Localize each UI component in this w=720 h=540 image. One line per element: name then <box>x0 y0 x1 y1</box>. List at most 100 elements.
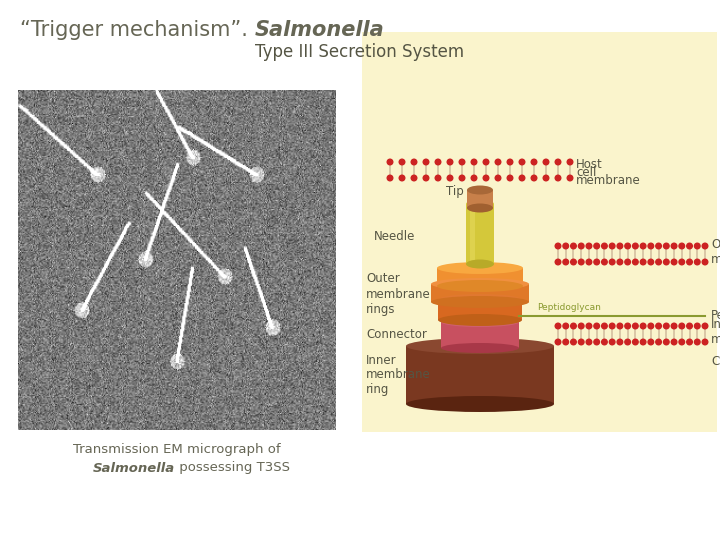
Text: membrane: membrane <box>576 174 641 187</box>
Circle shape <box>459 159 465 165</box>
Bar <box>467 190 493 208</box>
Circle shape <box>563 243 569 249</box>
Circle shape <box>399 159 405 165</box>
Circle shape <box>664 323 669 329</box>
Ellipse shape <box>431 296 529 308</box>
Circle shape <box>563 323 569 329</box>
Bar <box>466 204 494 264</box>
Circle shape <box>555 259 561 265</box>
Text: Tip: Tip <box>446 185 464 198</box>
Bar <box>441 322 519 348</box>
Circle shape <box>679 259 685 265</box>
Circle shape <box>640 243 646 249</box>
Circle shape <box>543 159 549 165</box>
Circle shape <box>578 243 584 249</box>
Circle shape <box>702 243 708 249</box>
Circle shape <box>555 243 561 249</box>
Circle shape <box>648 259 654 265</box>
Circle shape <box>578 339 584 345</box>
Circle shape <box>483 175 489 181</box>
Circle shape <box>594 259 600 265</box>
Circle shape <box>586 323 592 329</box>
Circle shape <box>695 339 700 345</box>
Circle shape <box>602 243 607 249</box>
Circle shape <box>679 243 685 249</box>
Circle shape <box>633 323 638 329</box>
Ellipse shape <box>438 314 522 326</box>
Circle shape <box>687 259 693 265</box>
Ellipse shape <box>467 186 493 194</box>
Circle shape <box>399 175 405 181</box>
Circle shape <box>671 243 677 249</box>
Text: Salmonella: Salmonella <box>255 20 384 40</box>
Circle shape <box>563 339 569 345</box>
Circle shape <box>702 259 708 265</box>
Ellipse shape <box>466 199 494 208</box>
Circle shape <box>648 243 654 249</box>
Text: possessing T3SS: possessing T3SS <box>175 462 290 475</box>
Circle shape <box>625 339 631 345</box>
Circle shape <box>387 175 393 181</box>
Circle shape <box>483 159 489 165</box>
Bar <box>470 204 475 264</box>
Text: Needle: Needle <box>374 231 415 244</box>
Circle shape <box>602 259 607 265</box>
Circle shape <box>664 243 669 249</box>
Circle shape <box>531 175 537 181</box>
Circle shape <box>459 175 465 181</box>
Circle shape <box>531 159 537 165</box>
Circle shape <box>702 323 708 329</box>
Circle shape <box>640 323 646 329</box>
Circle shape <box>571 323 576 329</box>
Circle shape <box>495 175 501 181</box>
Circle shape <box>687 339 693 345</box>
Ellipse shape <box>437 262 523 274</box>
Circle shape <box>664 259 669 265</box>
Circle shape <box>447 159 453 165</box>
Circle shape <box>471 175 477 181</box>
Circle shape <box>633 259 638 265</box>
Circle shape <box>671 259 677 265</box>
Circle shape <box>656 243 662 249</box>
Circle shape <box>495 159 501 165</box>
Ellipse shape <box>441 343 519 353</box>
Circle shape <box>671 339 677 345</box>
Circle shape <box>447 175 453 181</box>
Text: Outer
membrane
rings: Outer membrane rings <box>366 273 431 315</box>
Bar <box>406 346 554 404</box>
Circle shape <box>555 175 561 181</box>
Circle shape <box>687 323 693 329</box>
Circle shape <box>602 323 607 329</box>
Circle shape <box>567 159 573 165</box>
Text: cell: cell <box>576 166 596 179</box>
Circle shape <box>633 339 638 345</box>
Circle shape <box>435 175 441 181</box>
Ellipse shape <box>466 260 494 268</box>
Circle shape <box>625 259 631 265</box>
Circle shape <box>648 323 654 329</box>
Circle shape <box>679 323 685 329</box>
Circle shape <box>609 243 615 249</box>
Circle shape <box>411 175 417 181</box>
Circle shape <box>687 243 693 249</box>
Circle shape <box>519 175 525 181</box>
Circle shape <box>586 259 592 265</box>
Circle shape <box>664 339 669 345</box>
Text: Inner
membrane
ring: Inner membrane ring <box>366 354 431 396</box>
Circle shape <box>555 159 561 165</box>
Circle shape <box>702 339 708 345</box>
Circle shape <box>387 159 393 165</box>
Circle shape <box>594 323 600 329</box>
Text: Inner
membrane: Inner membrane <box>711 318 720 346</box>
Circle shape <box>423 175 429 181</box>
Circle shape <box>617 339 623 345</box>
Circle shape <box>656 259 662 265</box>
Circle shape <box>567 175 573 181</box>
Text: Outer
membrane: Outer membrane <box>711 238 720 266</box>
Bar <box>438 300 522 320</box>
Circle shape <box>571 259 576 265</box>
Ellipse shape <box>441 317 519 327</box>
Circle shape <box>594 339 600 345</box>
Circle shape <box>586 339 592 345</box>
Text: Peptidoglycan: Peptidoglycan <box>537 303 601 312</box>
